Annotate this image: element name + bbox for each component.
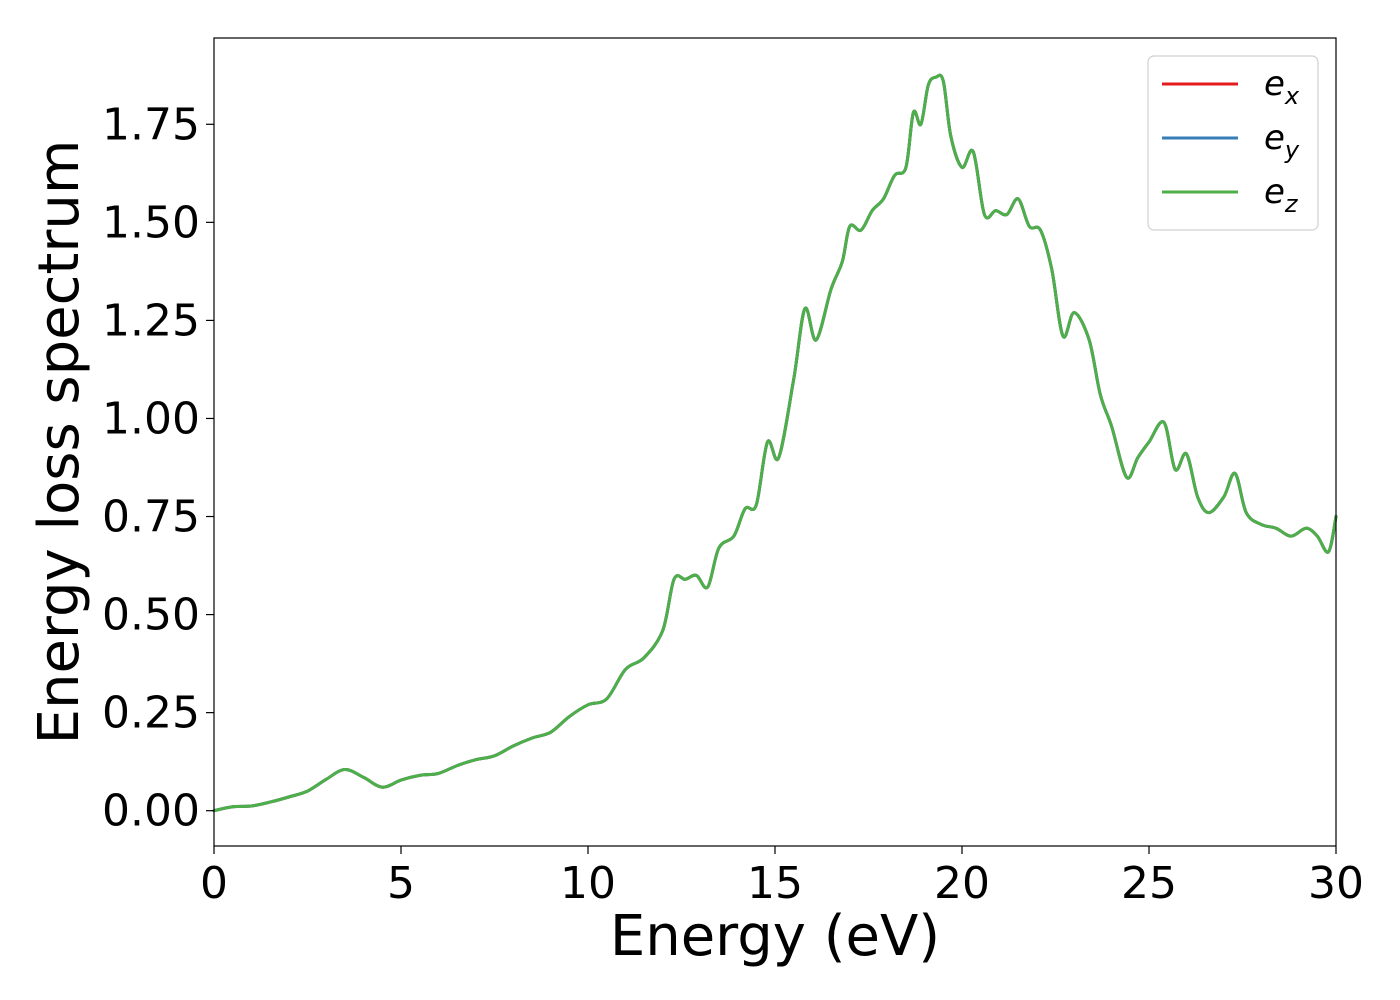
y-tick-label: 0.25 xyxy=(102,688,200,739)
y-tick-label: 0.50 xyxy=(102,590,200,641)
y-tick-label: 1.75 xyxy=(102,99,200,150)
legend-label-ex: ex xyxy=(1264,64,1300,110)
y-tick-label: 1.00 xyxy=(102,393,200,444)
x-tick-label: 25 xyxy=(1121,858,1177,909)
y-tick-label: 0.00 xyxy=(102,786,200,837)
x-axis-label: Energy (eV) xyxy=(610,904,940,969)
legend: ex ey ez xyxy=(1147,55,1319,231)
y-tick-label: 1.25 xyxy=(102,295,200,346)
legend-label-ez: ez xyxy=(1264,172,1299,218)
series-line-e-z xyxy=(212,73,1338,813)
y-tick-label: 0.75 xyxy=(102,492,200,543)
x-tick-label: 30 xyxy=(1308,858,1364,909)
legend-label-ey: ey xyxy=(1264,118,1300,164)
x-tick-label: 10 xyxy=(560,858,616,909)
x-tick-label: 15 xyxy=(747,858,803,909)
y-axis-ticks: 0.00 0.25 0.50 0.75 1.00 1.25 1.50 1.75 xyxy=(102,99,214,837)
y-tick-label: 1.50 xyxy=(102,197,200,248)
x-tick-label: 20 xyxy=(934,858,990,909)
x-tick-label: 5 xyxy=(387,858,415,909)
legend-box xyxy=(1147,55,1319,231)
x-axis-ticks: 0 5 10 15 20 25 30 xyxy=(200,846,1364,909)
series-layer xyxy=(212,73,1338,813)
x-tick-label: 0 xyxy=(200,858,228,909)
y-axis-label: Energy loss spectrum xyxy=(27,140,92,745)
